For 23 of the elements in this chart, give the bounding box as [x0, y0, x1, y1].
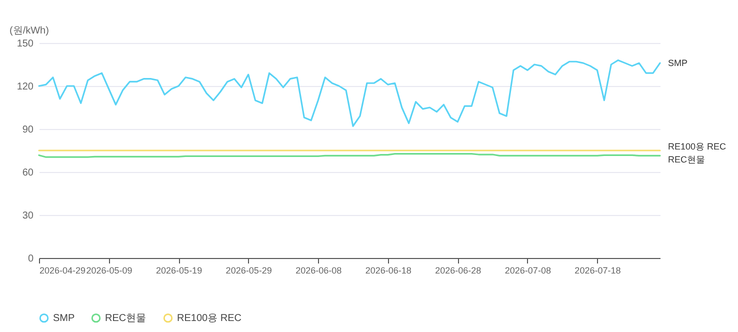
y-axis-title: (원/kWh) — [10, 26, 49, 36]
y-tick-label: 90 — [22, 124, 34, 136]
y-tick-label: 30 — [22, 210, 34, 222]
legend-label: REC현물 — [105, 313, 146, 324]
text: REC현물 — [668, 154, 706, 165]
y-tick-label: 60 — [22, 168, 34, 178]
text: SMP — [668, 58, 688, 68]
text: RE100용 REC — [668, 142, 726, 152]
x-tick-label: 2026-07-08 — [504, 266, 551, 276]
x-tick-label: 2026-05-19 — [156, 266, 202, 276]
x-tick-label: 2026-05-09 — [86, 266, 132, 276]
line-series — [38, 59, 661, 127]
y-tick-label: 0 — [28, 254, 34, 264]
legend-label: RE100용 REC — [177, 313, 242, 324]
x-tick-label: 2026-06-08 — [296, 266, 342, 276]
x-tick-label: 2026-06-18 — [365, 266, 412, 276]
legend-label: SMP — [53, 313, 75, 324]
x-tick-label: 2026-06-28 — [435, 266, 482, 276]
y-tick-label: 150 — [16, 38, 34, 50]
x-tick-label: 2026-07-18 — [574, 266, 621, 276]
x-tick-label: 2026-05-29 — [226, 266, 272, 276]
x-tick-label: 2026-04-29 — [40, 266, 86, 276]
y-tick-label: 120 — [16, 82, 34, 92]
